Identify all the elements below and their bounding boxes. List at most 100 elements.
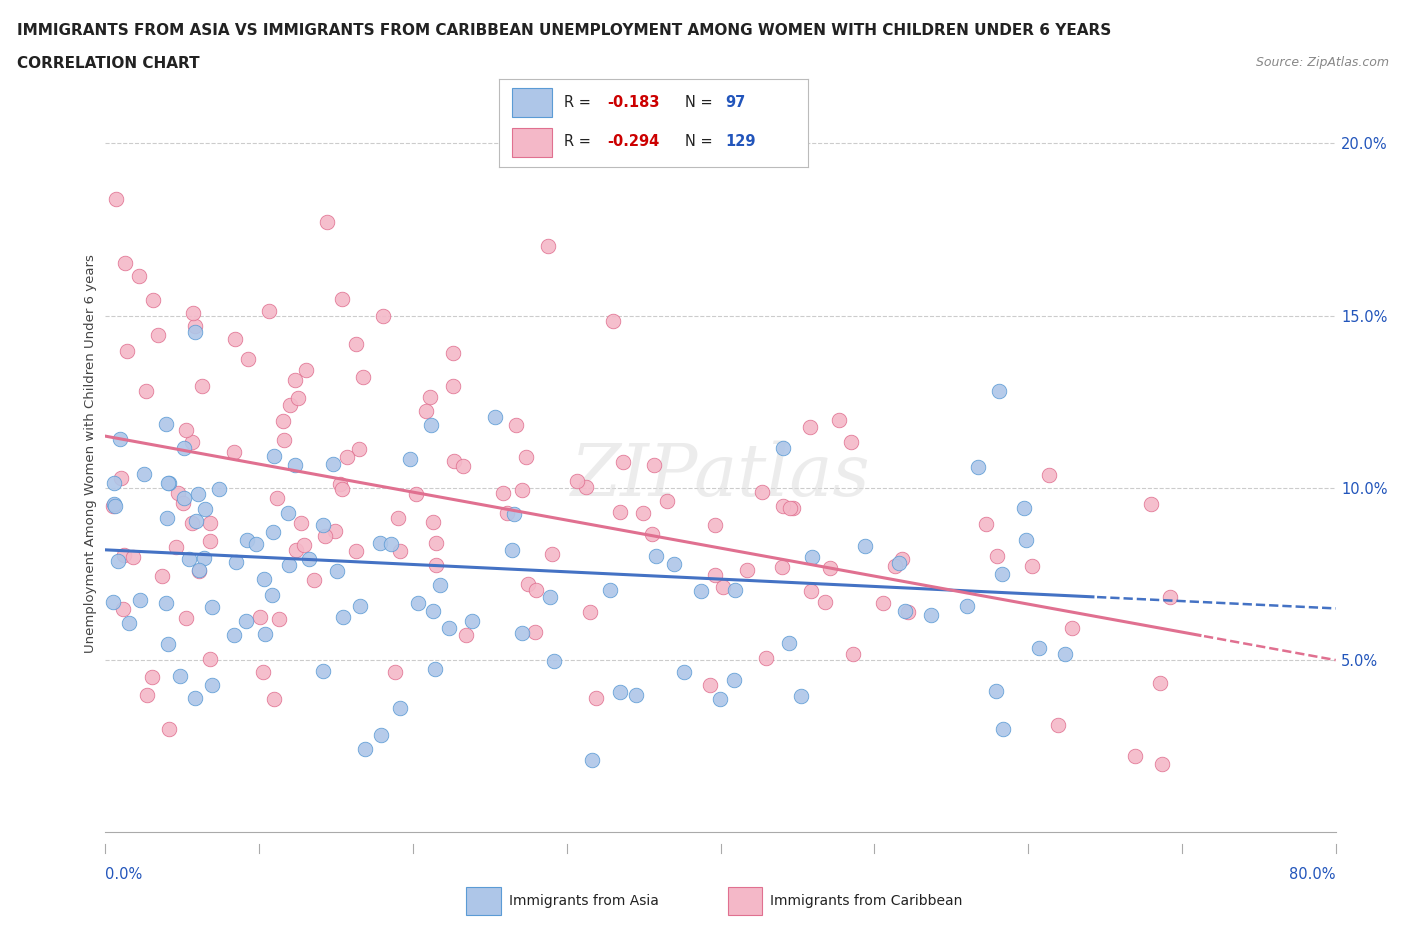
Point <box>1060 620 1083 635</box>
Point <box>284 458 307 472</box>
Point <box>165 539 187 554</box>
Point <box>818 561 841 576</box>
Point <box>503 506 526 521</box>
Point <box>200 534 222 549</box>
Point <box>842 646 865 661</box>
Point <box>772 440 794 455</box>
Point <box>302 573 325 588</box>
Point <box>111 601 134 616</box>
Point <box>271 413 294 428</box>
Point <box>515 450 537 465</box>
Point <box>538 590 561 604</box>
Point <box>389 701 412 716</box>
Text: Source: ZipAtlas.com: Source: ZipAtlas.com <box>1256 56 1389 69</box>
Point <box>157 721 180 736</box>
Point <box>101 499 124 514</box>
Point <box>724 583 747 598</box>
Point <box>422 514 444 529</box>
Point <box>524 583 547 598</box>
Point <box>484 409 506 424</box>
Point <box>827 413 849 428</box>
Y-axis label: Unemployment Among Women with Children Under 6 years: Unemployment Among Women with Children U… <box>84 254 97 653</box>
Point <box>956 598 979 613</box>
Point <box>155 511 177 525</box>
Point <box>323 524 346 538</box>
Point <box>897 604 920 619</box>
Point <box>155 417 177 432</box>
Point <box>1046 717 1069 732</box>
Point <box>201 600 224 615</box>
Point <box>441 346 464 361</box>
Point <box>181 306 204 321</box>
Point <box>993 722 1015 737</box>
Point <box>188 564 211 578</box>
Point <box>437 621 460 636</box>
Point <box>267 612 290 627</box>
Point <box>107 553 129 568</box>
Point <box>173 440 195 455</box>
Point <box>405 487 427 502</box>
Point <box>789 688 811 703</box>
Bar <box>465 887 501 915</box>
Point <box>180 434 202 449</box>
Point <box>312 663 335 678</box>
Point <box>277 505 299 520</box>
Point <box>517 577 540 591</box>
Point <box>103 475 125 490</box>
Point <box>1038 468 1060 483</box>
Point <box>172 496 194 511</box>
Point <box>492 485 515 500</box>
Point <box>624 687 647 702</box>
Point <box>966 459 988 474</box>
Point <box>284 542 307 557</box>
Text: 129: 129 <box>725 134 755 150</box>
Point <box>443 454 465 469</box>
Point <box>782 500 804 515</box>
Point <box>883 559 905 574</box>
Point <box>325 564 347 578</box>
Point <box>176 610 198 625</box>
Point <box>441 379 464 393</box>
Point <box>208 482 231 497</box>
Point <box>370 728 392 743</box>
Point <box>585 691 607 706</box>
Point <box>1149 675 1171 690</box>
Point <box>295 363 318 378</box>
Point <box>1014 501 1036 516</box>
Point <box>778 635 800 650</box>
Point <box>134 467 156 482</box>
Text: Immigrants from Caribbean: Immigrants from Caribbean <box>770 894 963 909</box>
Point <box>344 544 367 559</box>
Text: ZIPatlas: ZIPatlas <box>571 441 870 512</box>
Text: IMMIGRANTS FROM ASIA VS IMMIGRANTS FROM CARIBBEAN UNEMPLOYMENT AMONG WOMEN WITH : IMMIGRANTS FROM ASIA VS IMMIGRANTS FROM … <box>17 23 1111 38</box>
Point <box>314 528 336 543</box>
Point <box>1015 532 1038 547</box>
Point <box>292 538 315 552</box>
Point <box>699 678 721 693</box>
Point <box>128 269 150 284</box>
Point <box>224 445 246 459</box>
Point <box>263 448 285 463</box>
Point <box>278 398 301 413</box>
Point <box>353 741 375 756</box>
Point <box>142 292 165 307</box>
Point <box>101 594 124 609</box>
Point <box>290 515 312 530</box>
Text: R =: R = <box>564 95 596 110</box>
Point <box>315 215 337 230</box>
Point <box>755 651 778 666</box>
Point <box>184 513 207 528</box>
Point <box>344 336 367 351</box>
Point <box>118 616 141 631</box>
Point <box>187 486 209 501</box>
Point <box>110 470 132 485</box>
Point <box>1021 558 1043 573</box>
Point <box>371 309 394 324</box>
Point <box>114 256 136 271</box>
Point <box>287 391 309 405</box>
Point <box>262 525 284 539</box>
Point <box>711 579 734 594</box>
Point <box>524 625 547 640</box>
Point <box>723 673 745 688</box>
Point <box>751 485 773 499</box>
